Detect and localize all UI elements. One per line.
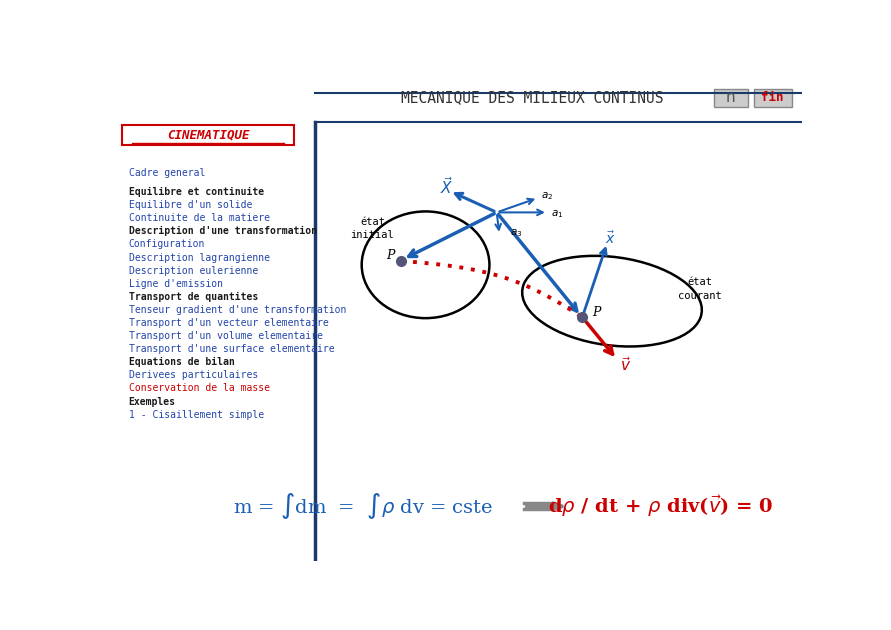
Text: P: P [386,249,395,261]
Text: Exemples: Exemples [128,397,176,406]
Text: Description d'une transformation: Description d'une transformation [128,226,316,236]
FancyBboxPatch shape [714,89,748,107]
Text: $\vec{x}$: $\vec{x}$ [605,231,616,248]
Text: état
initial: état initial [350,217,395,240]
Text: Transport d'un volume elementaire: Transport d'un volume elementaire [128,331,323,341]
Text: Transport d'un vecteur elementaire: Transport d'un vecteur elementaire [128,318,329,328]
Text: Conservation de la masse: Conservation de la masse [128,384,270,394]
Text: Continuite de la matiere: Continuite de la matiere [128,213,270,223]
Text: Ligne d'emission: Ligne d'emission [128,278,223,289]
Text: Transport d'une surface elementaire: Transport d'une surface elementaire [128,344,334,354]
Text: Equilibre et continuite: Equilibre et continuite [128,187,264,197]
Text: Equations de bilan: Equations de bilan [128,357,234,367]
Text: n: n [726,91,736,105]
Text: Tenseur gradient d'une transformation: Tenseur gradient d'une transformation [128,305,346,315]
Text: P: P [592,306,601,319]
Text: $a_1$: $a_1$ [551,209,563,220]
Text: 1 - Cisaillement simple: 1 - Cisaillement simple [128,410,264,420]
Text: $\vec{X}$: $\vec{X}$ [440,176,454,197]
Text: $a_3$: $a_3$ [510,227,522,239]
Text: m = $\int$dm  =  $\int\rho$ dv = cste: m = $\int$dm = $\int\rho$ dv = cste [233,491,494,522]
Text: MECANIQUE DES MILIEUX CONTINUS: MECANIQUE DES MILIEUX CONTINUS [401,90,664,105]
Text: Description lagrangienne: Description lagrangienne [128,253,270,263]
Text: Description eulerienne: Description eulerienne [128,266,257,275]
Text: $a_2$: $a_2$ [541,190,553,202]
Text: d$\rho$ / dt + $\rho$ div($\vec{v}$) = 0: d$\rho$ / dt + $\rho$ div($\vec{v}$) = 0 [548,494,773,519]
Text: Configuration: Configuration [128,239,205,249]
Text: $\vec{v}$: $\vec{v}$ [620,356,632,374]
Text: fin: fin [761,91,783,105]
Text: Transport de quantites: Transport de quantites [128,292,257,302]
Text: CINEMATIQUE: CINEMATIQUE [167,129,249,142]
FancyBboxPatch shape [754,89,791,107]
Text: Cadre general: Cadre general [128,168,205,178]
Text: état
courant: état courant [678,277,722,301]
Text: Derivees particulaires: Derivees particulaires [128,370,257,381]
FancyBboxPatch shape [122,125,294,146]
Text: Equilibre d'un solide: Equilibre d'un solide [128,200,252,210]
